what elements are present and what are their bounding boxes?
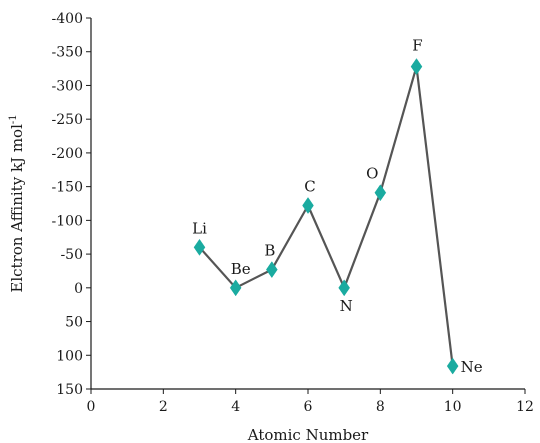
data-point-ne <box>446 357 459 375</box>
y-ticks: -400 -350 -300 -250 -200 -150 -100 -50 0 50 100 150 <box>52 11 91 398</box>
data-label-li: Li <box>192 219 207 237</box>
y-tick-label: 0 <box>74 281 83 297</box>
x-tick-label: 0 <box>87 399 96 415</box>
data-label-b: B <box>264 242 275 260</box>
data-label-be: Be <box>231 260 251 278</box>
y-axis-title: Elctron Affinity kJ mol-1 <box>8 114 26 292</box>
data-label-o: O <box>366 165 378 183</box>
y-tick-label: -400 <box>52 11 83 27</box>
data-label-f: F <box>412 37 422 55</box>
x-tick-label: 8 <box>376 399 385 415</box>
x-tick-label: 4 <box>231 399 240 415</box>
y-tick-label: 150 <box>56 382 83 398</box>
data-point-o <box>374 184 387 202</box>
data-point-b <box>266 261 278 279</box>
y-tick-label: -50 <box>60 247 83 263</box>
data-point-be <box>229 279 242 297</box>
x-tick-label: 10 <box>444 399 462 415</box>
data-series: Li Be B C N O F Ne <box>192 37 483 376</box>
y-axis-title-main: Elctron Affinity kJ mol <box>8 124 26 293</box>
x-ticks: 0 2 4 6 8 10 12 <box>87 389 534 415</box>
y-tick-label: -250 <box>52 112 83 128</box>
data-label-n: N <box>340 297 353 315</box>
data-point-c <box>302 197 314 214</box>
y-tick-label: 100 <box>56 348 83 364</box>
x-axis-title: Atomic Number <box>247 426 369 443</box>
y-tick-label: -100 <box>52 213 83 229</box>
data-point-li <box>193 238 206 256</box>
y-tick-label: -150 <box>52 180 83 196</box>
series-line <box>198 65 454 367</box>
y-axis-title-superscript: -1 <box>8 114 19 124</box>
y-tick-label: -300 <box>52 78 83 94</box>
x-tick-label: 12 <box>516 399 534 415</box>
y-tick-label: 50 <box>65 315 83 331</box>
data-label-ne: Ne <box>461 358 483 376</box>
y-tick-label: -200 <box>52 146 83 162</box>
x-tick-label: 2 <box>159 399 168 415</box>
data-label-c: C <box>304 178 315 196</box>
y-tick-label: -350 <box>52 45 83 61</box>
data-point-f <box>410 58 423 76</box>
data-point-n <box>338 279 350 297</box>
x-tick-label: 6 <box>304 399 313 415</box>
